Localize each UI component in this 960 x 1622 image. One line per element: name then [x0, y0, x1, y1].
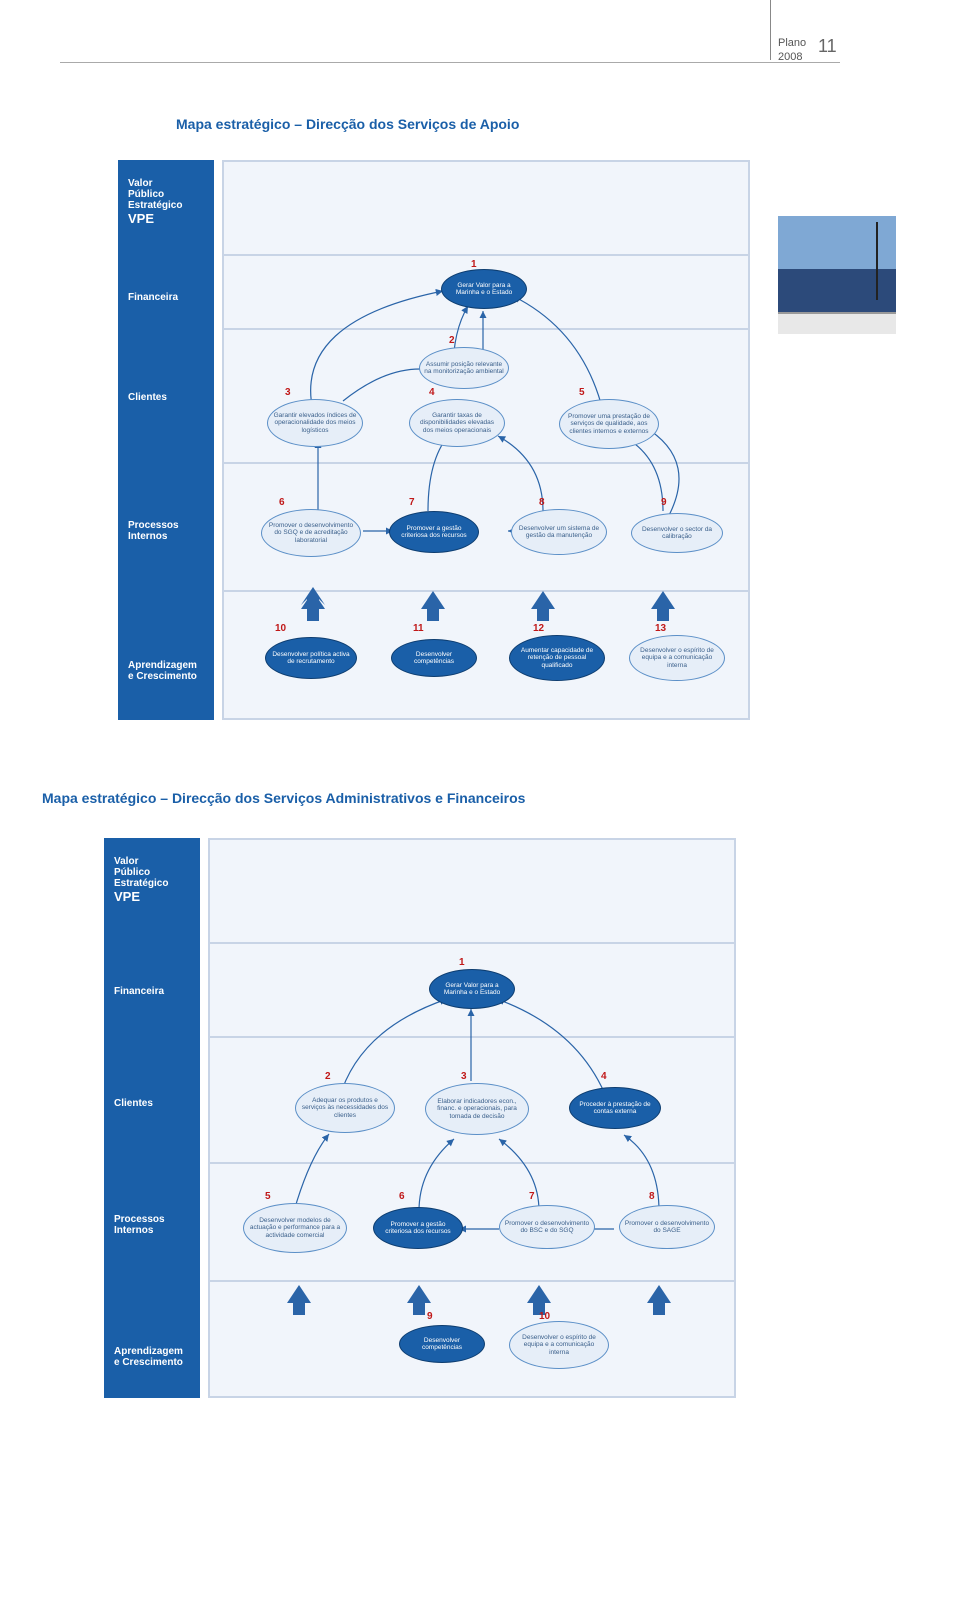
map1-persp-vpe: Valor Público Estratégico VPE: [118, 178, 182, 226]
map1-container: Valor Público Estratégico VPE Financeira…: [118, 160, 750, 720]
map2-node-10: Desenvolver o espírito de equipa e a com…: [509, 1321, 609, 1369]
header-divider-vertical: [770, 0, 771, 60]
map2-persp-proc: Processos Internos: [104, 1214, 165, 1236]
map1-persp-fin: Financeira: [118, 292, 178, 303]
header-meta: Plano 2008: [778, 36, 806, 65]
map1-num-8: 8: [539, 497, 545, 508]
map2-node-9: Desenvolver competências: [399, 1325, 485, 1363]
map1-node-5: Promover uma prestação de serviços de qu…: [559, 399, 659, 449]
map1-num-2: 2: [449, 335, 455, 346]
map1-node-11: Desenvolver competências: [391, 639, 477, 677]
map1-node-12: Aumentar capacidade de retenção de pesso…: [509, 635, 605, 681]
map2-node-6: Promover a gestão criteriosa dos recurso…: [373, 1207, 463, 1249]
map1-num-3: 3: [285, 387, 291, 398]
map1-num-4: 4: [429, 387, 435, 398]
ship-photo: [778, 216, 896, 334]
map2-node-3: Elaborar indicadores econ., financ. e op…: [425, 1083, 529, 1135]
map1-node-4: Garantir taxas de disponibilidades eleva…: [409, 399, 505, 447]
map1-num-5: 5: [579, 387, 585, 398]
map1-node-1: Gerar Valor para a Marinha e o Estado: [441, 269, 527, 309]
map1-num-12: 12: [533, 623, 544, 634]
map2-num-1: 1: [459, 957, 465, 968]
map2-num-8: 8: [649, 1191, 655, 1202]
map2-title: Mapa estratégico – Direcção dos Serviços…: [42, 790, 525, 806]
map1-num-9: 9: [661, 497, 667, 508]
header-divider-horizontal: [60, 62, 840, 63]
map1-num-13: 13: [655, 623, 666, 634]
map1-node-3: Garantir elevados índices de operacional…: [267, 399, 363, 447]
page-number: 11: [818, 36, 837, 57]
map1-node-6: Promover o desenvolvimento do SGQ e de a…: [261, 509, 361, 557]
map2-persp-fin: Financeira: [104, 986, 164, 997]
map2-num-6: 6: [399, 1191, 405, 1202]
map2-num-5: 5: [265, 1191, 271, 1202]
map2-persp-vpe: Valor Público Estratégico VPE: [104, 856, 168, 904]
map1-node-9: Desenvolver o sector da calibração: [631, 513, 723, 553]
map2-persp-cli: Clientes: [104, 1098, 153, 1109]
map1-node-2: Assumir posição relevante na monitorizaç…: [419, 347, 509, 389]
map1-perspectives: Valor Público Estratégico VPE Financeira…: [118, 160, 214, 720]
map2-num-4: 4: [601, 1071, 607, 1082]
map2-node-5: Desenvolver modelos de actuação e perfor…: [243, 1203, 347, 1253]
map2-persp-apr: Aprendizagem e Crescimento: [104, 1346, 183, 1368]
map1-num-10: 10: [275, 623, 286, 634]
map2-num-7: 7: [529, 1191, 535, 1202]
map2-node-1: Gerar Valor para a Marinha e o Estado: [429, 969, 515, 1009]
map2-num-3: 3: [461, 1071, 467, 1082]
map2-node-7: Promover o desenvolvimento do BSC e do S…: [499, 1205, 595, 1249]
map1-node-13: Desenvolver o espírito de equipa e a com…: [629, 635, 725, 681]
map2-num-2: 2: [325, 1071, 331, 1082]
header-plano: Plano: [778, 36, 806, 50]
map1-persp-proc: Processos Internos: [118, 520, 179, 542]
map1-node-7: Promover a gestão criteriosa dos recurso…: [389, 511, 479, 553]
map1-persp-cli: Clientes: [118, 392, 167, 403]
map1-node-8: Desenvolver um sistema de gestão da manu…: [511, 509, 607, 555]
map2-node-8: Promover o desenvolvimento do SAGE: [619, 1205, 715, 1249]
map1-title: Mapa estratégico – Direcção dos Serviços…: [176, 116, 519, 132]
map1-canvas: 1 Gerar Valor para a Marinha e o Estado …: [222, 160, 750, 720]
map2-canvas: 1 Gerar Valor para a Marinha e o Estado …: [208, 838, 736, 1398]
map2-num-10: 10: [539, 1311, 550, 1322]
map1-num-11: 11: [413, 623, 424, 634]
map1-persp-apr: Aprendizagem e Crescimento: [118, 660, 197, 682]
map2-node-4: Proceder à prestação de contas externa: [569, 1087, 661, 1129]
map1-num-6: 6: [279, 497, 285, 508]
map2-perspectives: Valor Público Estratégico VPE Financeira…: [104, 838, 200, 1398]
map1-num-7: 7: [409, 497, 415, 508]
map2-container: Valor Público Estratégico VPE Financeira…: [104, 838, 736, 1398]
map1-node-10: Desenvolver política activa de recrutame…: [265, 637, 357, 679]
map2-num-9: 9: [427, 1311, 433, 1322]
map2-node-2: Adequar os produtos e serviços às necess…: [295, 1083, 395, 1133]
